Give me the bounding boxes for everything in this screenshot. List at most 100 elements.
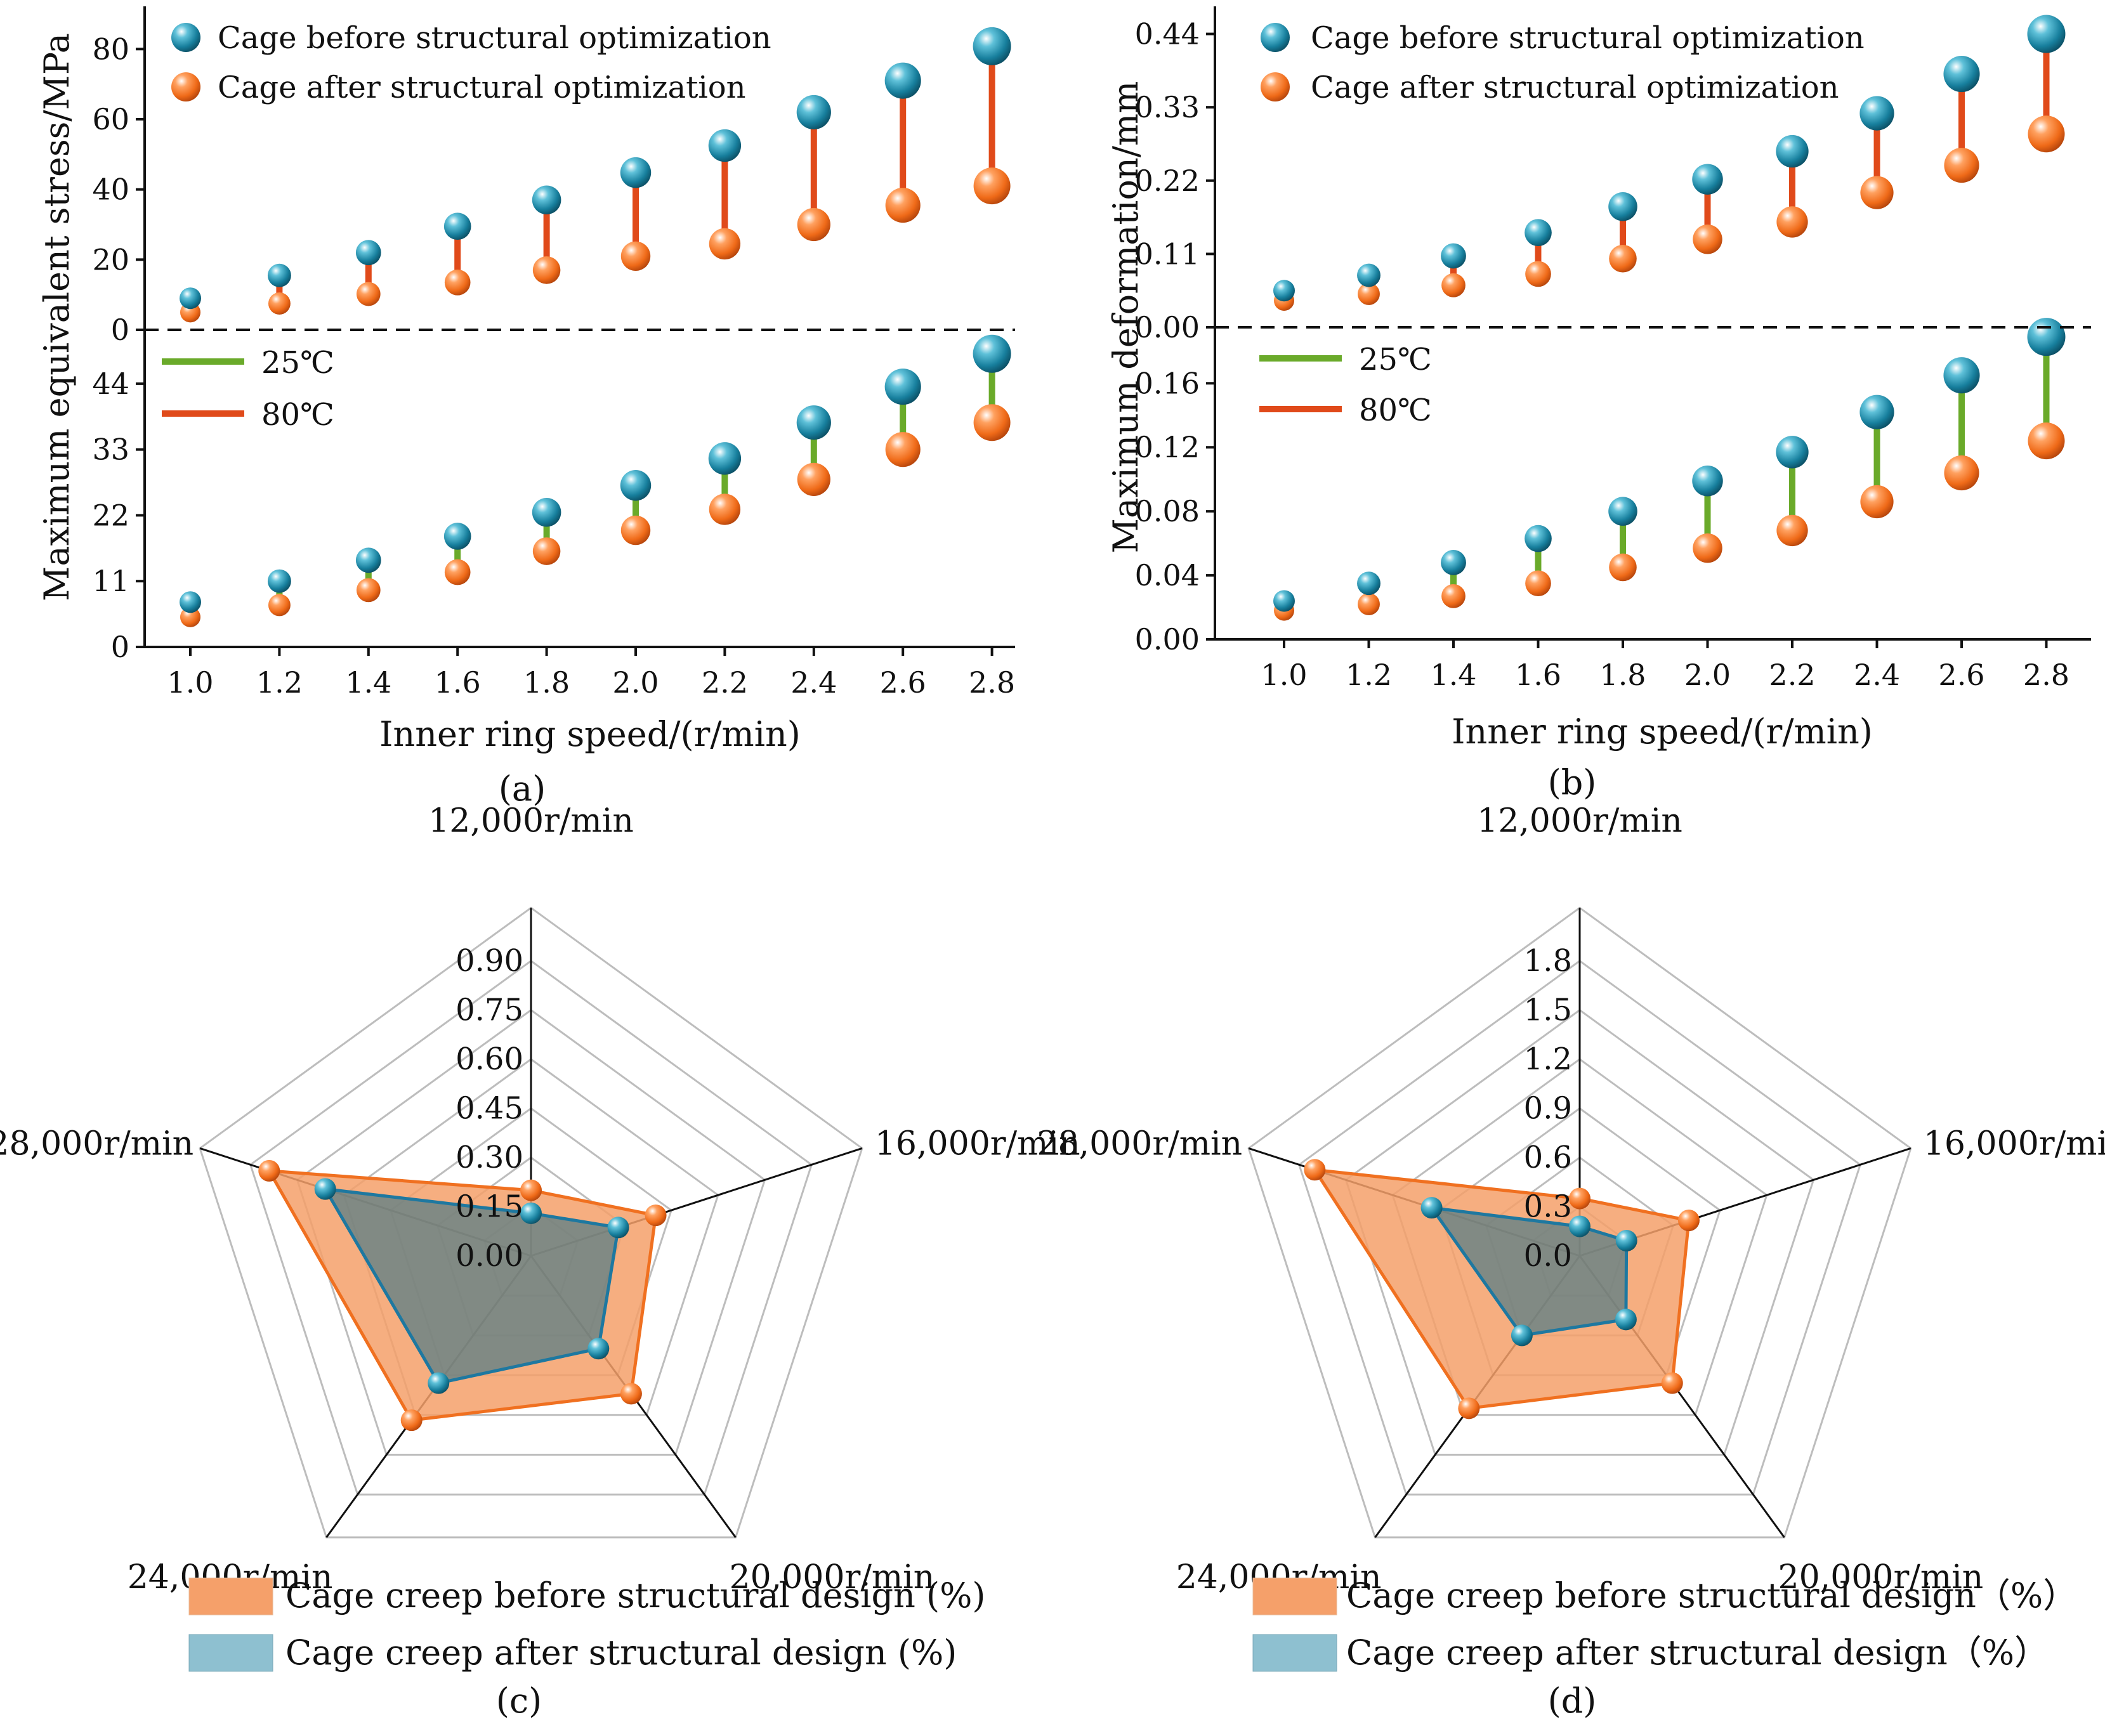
radar-category-label: 16,000r/min (1924, 1125, 2105, 1163)
point-after-bottom (1693, 533, 1722, 563)
radar-category-label: 16,000r/min (875, 1125, 1080, 1163)
radar-grid-ring (343, 1058, 719, 1416)
x-tick-label: 2.4 (1854, 658, 1900, 692)
point-before-top (1608, 192, 1637, 221)
x-tick-label: 1.6 (435, 665, 481, 700)
point-before-bottom (355, 547, 381, 573)
x-tick-label: 1.8 (523, 665, 570, 700)
point-before-bottom (708, 442, 742, 475)
panel-b-deformation-chart: 0.00 0.11 0.22 0.33 0.44 0.00 0.04 0.08 0.12 0.16… (1106, 6, 2091, 802)
radar-c-category-labels: 12,000r/min16,000r/min20,000r/min24,000r… (0, 802, 1080, 1596)
point-after-bottom (797, 462, 830, 496)
radar-grid-ring (296, 1008, 766, 1456)
panel-a-axes (143, 6, 1015, 648)
x-tick-label: 2.4 (790, 665, 837, 700)
x-tick-label: 1.4 (1430, 658, 1476, 692)
radar-point-after (520, 1202, 542, 1224)
point-before-top (884, 62, 921, 99)
panel-a-ticks: 0 20 40 60 80 0 11 22 33 44 1.0 1.2 1.4 1.6 1.8 2.0 2.2 2… (92, 32, 1015, 700)
radar-point-before (645, 1204, 667, 1227)
legend-creep-after-label: Cage creep after structural design（%） (1346, 1633, 2049, 1673)
radar-point-after (1615, 1309, 1637, 1331)
x-tick-label: 2.0 (612, 665, 659, 700)
radar-d-ticks: 0.0 0.3 0.6 0.9 1.2 1.5 1.8 (1524, 943, 1572, 1274)
point-before-top (1943, 56, 1980, 93)
legend-before-label: Cage before structural optimization (1311, 20, 1865, 56)
point-before-top (620, 157, 652, 188)
point-before-top (708, 129, 742, 162)
y-tick-label: 0.33 (1135, 90, 1200, 124)
radar-tick-label: 0.75 (456, 993, 523, 1028)
point-before-top (1776, 134, 1809, 168)
point-after-bottom (1776, 514, 1808, 547)
point-before-bottom (973, 334, 1011, 373)
radar-grid-ring-outer (199, 906, 863, 1539)
point-after-bottom (444, 559, 471, 585)
point-after-top (973, 167, 1011, 205)
point-before-bottom (267, 569, 291, 593)
point-before-bottom (1357, 571, 1380, 596)
point-after-top (1693, 225, 1722, 254)
panel-b-scatter-legend: Cage before structural optimization Cage… (1261, 20, 1865, 105)
point-before-top (180, 287, 201, 310)
radar-category-label: 28,000r/min (1037, 1125, 1242, 1163)
legend-creep-after-swatch (1252, 1634, 1337, 1672)
legend-80c-label: 80℃ (261, 397, 334, 433)
point-after-bottom (532, 537, 561, 565)
radar-grid-ring-outer (1247, 906, 1912, 1539)
point-after-bottom (709, 493, 741, 525)
y-tick-label: 0 (111, 630, 129, 664)
y-tick-label: 33 (92, 433, 129, 467)
radar-category-label: 12,000r/min (428, 802, 634, 840)
radar-point-before (1569, 1187, 1590, 1210)
legend-creep-after-swatch (188, 1634, 273, 1672)
y-tick-label: 0.44 (1135, 17, 1200, 51)
x-tick-label: 1.8 (1599, 658, 1646, 692)
panel-a-ylabel: Maximum equivalent stress/MPa (37, 33, 77, 601)
point-before-bottom (1776, 436, 1809, 469)
x-tick-label: 2.6 (1938, 658, 1984, 692)
x-tick-label: 2.2 (702, 665, 748, 700)
y-tick-label: 0.16 (1135, 366, 1200, 400)
y-tick-label: 80 (92, 32, 129, 66)
radar-c-label: (c) (496, 1681, 542, 1721)
point-after-bottom (1944, 455, 1979, 491)
radar-point-before (1661, 1372, 1683, 1394)
radar-series-after (322, 1187, 620, 1385)
radar-point-before (1677, 1210, 1700, 1232)
point-after-top (709, 228, 741, 260)
radar-point-after (1420, 1197, 1443, 1219)
point-after-bottom (1525, 570, 1551, 597)
radar-tick-label: 0.6 (1524, 1140, 1572, 1175)
point-before-bottom (2027, 318, 2066, 356)
radar-point-after (587, 1338, 610, 1360)
radar-tick-label: 0.15 (456, 1189, 523, 1225)
legend-80c-label: 80℃ (1359, 393, 1432, 428)
legend-after-label: Cage after structural optimization (1311, 70, 1839, 105)
x-tick-label: 1.6 (1515, 658, 1561, 692)
legend-after-label: Cage after structural optimization (218, 70, 746, 105)
point-before-bottom (1692, 465, 1723, 497)
radar-point-after (1569, 1215, 1590, 1237)
panel-a-xlabel: Inner ring speed/(r/min) (379, 714, 801, 754)
x-tick-label: 2.8 (2023, 658, 2069, 692)
point-before-top (267, 263, 291, 287)
radar-point-before (1458, 1397, 1480, 1419)
legend-creep-before-label: Cage creep before structural design (%) (285, 1576, 986, 1615)
radar-point-after (428, 1372, 450, 1394)
legend-25c-label: 25℃ (1359, 342, 1432, 377)
radar-tick-label: 1.2 (1524, 1041, 1572, 1077)
point-after-top (1944, 148, 1979, 183)
radar-category-label: 20,000r/min (730, 1558, 935, 1596)
point-after-top (444, 269, 471, 296)
point-after-bottom (973, 404, 1011, 441)
radar-tick-label: 0.30 (456, 1140, 523, 1175)
point-before-top (2027, 15, 2066, 53)
legend-before-marker (1261, 23, 1290, 52)
point-after-bottom (1609, 553, 1637, 582)
point-after-top (620, 241, 651, 271)
radar-tick-label: 0.90 (456, 943, 523, 979)
radar-d-series (1304, 1159, 1700, 1419)
panel-b-temperature-legend: 25℃ 80℃ (1259, 342, 1432, 428)
